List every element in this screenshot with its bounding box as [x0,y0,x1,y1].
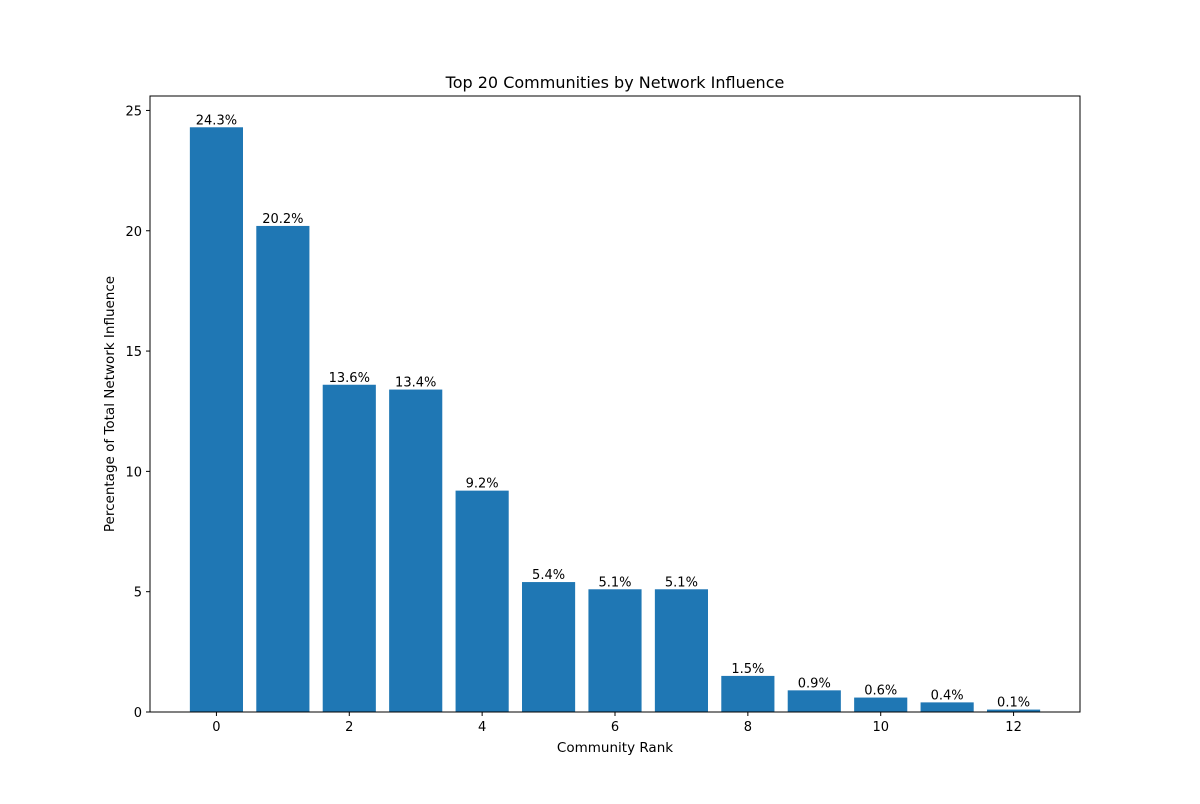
bar-value-label-10: 0.6% [864,684,897,699]
y-axis-label: Percentage of Total Network Influence [102,276,118,532]
bar-value-label-3: 13.4% [395,376,436,391]
y-tick-label-0: 0 [134,706,142,721]
bar-community-11 [920,702,974,713]
bar-value-label-7: 5.1% [665,575,698,590]
bar-community-5 [522,582,576,712]
bar-community-7 [654,589,708,712]
chart-title: Top 20 Communities by Network Influence [445,73,785,92]
bar-value-label-4: 9.2% [466,477,499,492]
y-tick-label-5: 5 [134,586,142,601]
bar-community-3 [389,389,443,712]
bar-community-6 [588,589,642,712]
bar-value-label-0: 24.3% [196,113,237,128]
bar-value-label-6: 5.1% [598,575,631,590]
x-tick-label-6: 6 [611,720,619,735]
y-tick-label-20: 20 [125,225,142,240]
x-axis-label: Community Rank [557,740,673,756]
bar-community-2 [322,384,376,712]
bar-value-label-1: 20.2% [262,212,303,227]
bar-value-label-8: 1.5% [731,662,764,677]
bars-layer [189,127,1041,713]
x-tick-label-12: 12 [1005,720,1022,735]
bar-community-10 [854,697,908,712]
bar-value-label-9: 0.9% [798,676,831,691]
x-tick-label-4: 4 [478,720,486,735]
bar-labels-layer: 24.3% 20.2% 13.6% 13.4% 9.2% 5.4% 5.1% 5.1% 1.5%… [196,113,1030,710]
bar-value-label-11: 0.4% [931,688,964,703]
bar-community-0 [189,127,243,712]
bar-community-1 [256,225,310,712]
bar-community-8 [721,675,775,712]
bar-value-label-2: 13.6% [329,371,370,386]
bar-community-12 [987,709,1041,712]
bar-community-9 [787,690,841,712]
y-tick-label-10: 10 [125,465,142,480]
y-tick-label-25: 25 [125,104,142,119]
bar-community-4 [455,490,509,713]
x-tick-label-8: 8 [744,720,752,735]
x-tick-label-10: 10 [872,720,889,735]
bar-value-label-12: 0.1% [997,696,1030,711]
axes-layer: 0 2 4 6 8 10 12 0 5 10 15 20 25 [125,104,1021,735]
x-tick-label-2: 2 [345,720,353,735]
plot-frame [149,95,1081,713]
y-tick-label-15: 15 [125,345,142,360]
x-tick-label-0: 0 [212,720,220,735]
bar-value-label-5: 5.4% [532,568,565,583]
